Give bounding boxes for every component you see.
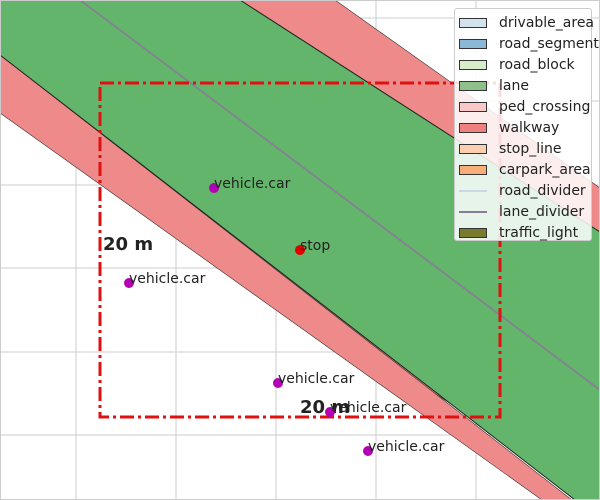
- legend-item: road_divider: [459, 180, 591, 201]
- legend-swatch: [459, 80, 487, 91]
- legend-label: road_divider: [499, 182, 586, 199]
- marker-dot-vehicle: [209, 183, 219, 193]
- legend-item: carpark_area: [459, 159, 591, 180]
- ego-range-box: [98, 81, 502, 419]
- legend: drivable_area road_segment road_block la…: [454, 8, 599, 243]
- legend-label: road_segment: [499, 35, 599, 52]
- legend-item: drivable_area: [459, 12, 595, 33]
- legend-swatch: [459, 143, 487, 154]
- legend-item: road_segment: [459, 33, 599, 54]
- legend-swatch: [459, 210, 487, 213]
- legend-item: road_block: [459, 54, 591, 75]
- legend-label: ped_crossing: [499, 98, 591, 115]
- legend-item: ped_crossing: [459, 96, 591, 117]
- marker: vehicle.car: [124, 271, 206, 288]
- legend-label: carpark_area: [499, 161, 591, 178]
- scale-label-horizontal: 20 m: [300, 397, 350, 418]
- legend-item: walkway: [459, 117, 591, 138]
- marker: vehicle.car: [273, 371, 355, 388]
- legend-item: lane_divider: [459, 201, 591, 222]
- marker: vehicle.car: [363, 439, 445, 456]
- scale-label-vertical: 20 m: [103, 234, 153, 255]
- marker: vehicle.car: [325, 400, 407, 417]
- legend-swatch: [459, 164, 487, 175]
- marker-label: vehicle.car: [214, 176, 291, 192]
- marker: stop: [295, 238, 330, 255]
- legend-label: drivable_area: [499, 14, 595, 31]
- marker-label: vehicle.car: [368, 439, 445, 455]
- legend-label: stop_line: [499, 140, 562, 157]
- legend-swatch: [459, 101, 487, 112]
- marker-dot-vehicle: [273, 378, 283, 388]
- legend-item: stop_line: [459, 138, 591, 159]
- marker-dot-vehicle: [124, 278, 134, 288]
- legend-label: traffic_light: [499, 224, 579, 241]
- marker-dot-vehicle: [325, 407, 335, 417]
- legend-swatch: [459, 227, 487, 238]
- legend-swatch: [459, 59, 487, 70]
- legend-item: lane: [459, 75, 591, 96]
- marker: vehicle.car: [209, 176, 291, 193]
- lane-divider-line: [79, 0, 600, 391]
- legend-label: lane: [499, 77, 529, 94]
- legend-label: lane_divider: [499, 203, 585, 220]
- marker-label: vehicle.car: [330, 400, 407, 416]
- legend-swatch: [459, 122, 487, 133]
- marker-label: stop: [300, 238, 330, 254]
- legend-swatch: [459, 17, 487, 28]
- legend-item: traffic_light: [459, 222, 591, 243]
- marker-label: vehicle.car: [129, 271, 206, 287]
- legend-label: walkway: [499, 119, 560, 136]
- legend-swatch: [459, 38, 487, 49]
- marker-dot-vehicle: [363, 446, 373, 456]
- legend-label: road_block: [499, 56, 575, 73]
- marker-label: vehicle.car: [278, 371, 355, 387]
- marker-dot-stop: [295, 245, 305, 255]
- legend-swatch: [459, 189, 487, 192]
